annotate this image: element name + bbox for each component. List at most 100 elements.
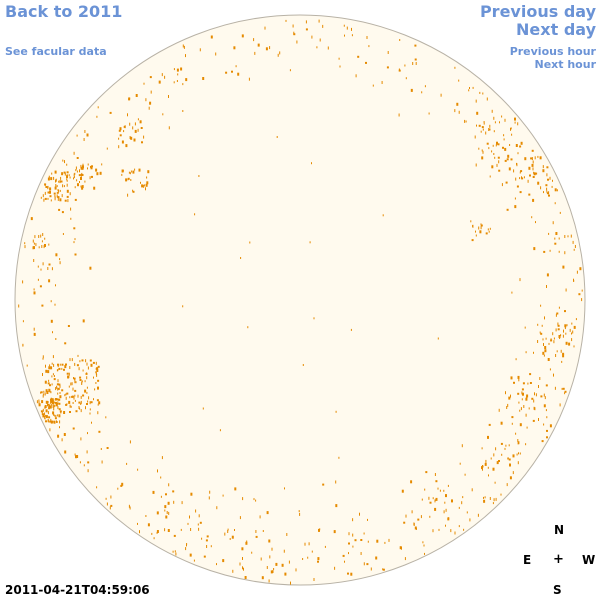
facula-speck bbox=[153, 537, 155, 540]
facula-speck bbox=[425, 471, 428, 474]
facula-speck bbox=[458, 506, 460, 509]
facula-speck bbox=[539, 331, 541, 334]
facula-speck bbox=[239, 562, 241, 566]
facula-speck bbox=[64, 342, 67, 345]
facula-speck bbox=[525, 413, 527, 417]
facula-speck bbox=[521, 391, 523, 395]
see-facular-data-link[interactable]: See facular data bbox=[5, 45, 107, 58]
facula-speck bbox=[245, 541, 248, 545]
facula-speck bbox=[97, 403, 99, 406]
facula-speck bbox=[548, 342, 550, 345]
facula-speck bbox=[518, 452, 519, 455]
facula-speck bbox=[76, 170, 78, 173]
facula-speck bbox=[443, 489, 445, 492]
facula-speck bbox=[44, 197, 47, 200]
back-to-2011-link[interactable]: Back to 2011 bbox=[5, 2, 123, 21]
facula-speck bbox=[474, 135, 476, 139]
facula-speck bbox=[82, 163, 84, 166]
facula-speck bbox=[488, 423, 491, 426]
facula-speck bbox=[62, 233, 64, 235]
next-hour-link[interactable]: Next hour bbox=[534, 58, 597, 71]
facula-speck bbox=[275, 562, 278, 566]
facula-speck bbox=[206, 535, 209, 538]
facula-speck bbox=[497, 156, 500, 159]
facula-speck bbox=[134, 168, 136, 171]
facula-speck bbox=[244, 576, 247, 579]
facula-speck bbox=[481, 149, 483, 152]
facula-speck bbox=[508, 396, 511, 400]
facula-speck bbox=[360, 552, 362, 555]
facula-speck bbox=[86, 376, 88, 380]
facula-speck bbox=[61, 438, 63, 442]
facula-speck bbox=[106, 147, 108, 150]
facula-speck bbox=[95, 361, 97, 365]
facula-speck bbox=[157, 469, 158, 473]
facula-speck bbox=[268, 539, 271, 543]
facula-speck bbox=[128, 98, 131, 101]
facula-speck bbox=[401, 489, 404, 493]
facula-speck bbox=[160, 476, 162, 479]
facula-speck bbox=[434, 507, 437, 511]
facula-speck bbox=[456, 102, 459, 106]
facula-speck bbox=[309, 241, 311, 244]
next-day-link[interactable]: Next day bbox=[516, 20, 596, 39]
facula-speck bbox=[461, 444, 463, 448]
facula-speck bbox=[481, 156, 484, 160]
facula-speck bbox=[81, 186, 84, 190]
facula-speck bbox=[40, 268, 42, 271]
facula-speck bbox=[521, 177, 524, 180]
facula-speck bbox=[125, 144, 128, 148]
facula-speck bbox=[531, 397, 534, 400]
facula-speck bbox=[181, 501, 183, 505]
facula-speck bbox=[168, 126, 170, 130]
facula-speck bbox=[505, 181, 508, 184]
facula-speck bbox=[74, 380, 76, 384]
facula-speck bbox=[98, 430, 101, 433]
facula-speck bbox=[333, 530, 336, 534]
facula-speck bbox=[59, 420, 61, 424]
facula-speck bbox=[253, 38, 255, 42]
facula-speck bbox=[233, 46, 236, 50]
facula-speck bbox=[485, 131, 487, 135]
facula-speck bbox=[68, 400, 71, 404]
facula-speck bbox=[540, 304, 542, 307]
facula-speck bbox=[272, 570, 274, 573]
facula-speck bbox=[270, 570, 273, 574]
facula-speck bbox=[509, 476, 512, 480]
facula-speck bbox=[39, 285, 42, 288]
facula-speck bbox=[543, 191, 544, 194]
facula-speck bbox=[520, 141, 523, 145]
facula-speck bbox=[561, 387, 563, 390]
facula-speck bbox=[491, 165, 494, 169]
previous-day-link[interactable]: Previous day bbox=[479, 2, 596, 21]
facula-speck bbox=[130, 179, 132, 181]
facula-speck bbox=[398, 68, 400, 71]
facula-speck bbox=[470, 220, 472, 223]
facula-speck bbox=[492, 502, 494, 505]
facula-speck bbox=[59, 189, 61, 192]
facula-speck bbox=[22, 280, 24, 284]
facula-speck bbox=[66, 195, 69, 198]
facula-speck bbox=[247, 326, 249, 329]
facula-speck bbox=[352, 533, 354, 537]
facula-speck bbox=[173, 81, 175, 84]
facula-speck bbox=[388, 538, 390, 542]
facula-speck bbox=[56, 421, 58, 423]
facula-speck bbox=[89, 408, 91, 411]
facula-speck bbox=[242, 566, 243, 570]
facula-speck bbox=[185, 54, 186, 58]
facula-speck bbox=[480, 130, 482, 133]
facula-speck bbox=[54, 186, 57, 190]
facula-speck bbox=[50, 399, 53, 403]
facula-speck bbox=[47, 403, 50, 406]
facula-speck bbox=[488, 128, 491, 131]
facula-speck bbox=[542, 169, 545, 173]
facula-speck bbox=[482, 465, 483, 468]
facula-speck bbox=[161, 456, 163, 460]
facula-speck bbox=[86, 362, 88, 366]
facula-speck bbox=[556, 189, 558, 192]
previous-hour-link[interactable]: Previous hour bbox=[509, 45, 596, 58]
facula-speck bbox=[290, 581, 291, 585]
facula-speck bbox=[129, 172, 131, 175]
facula-speck bbox=[581, 298, 583, 302]
